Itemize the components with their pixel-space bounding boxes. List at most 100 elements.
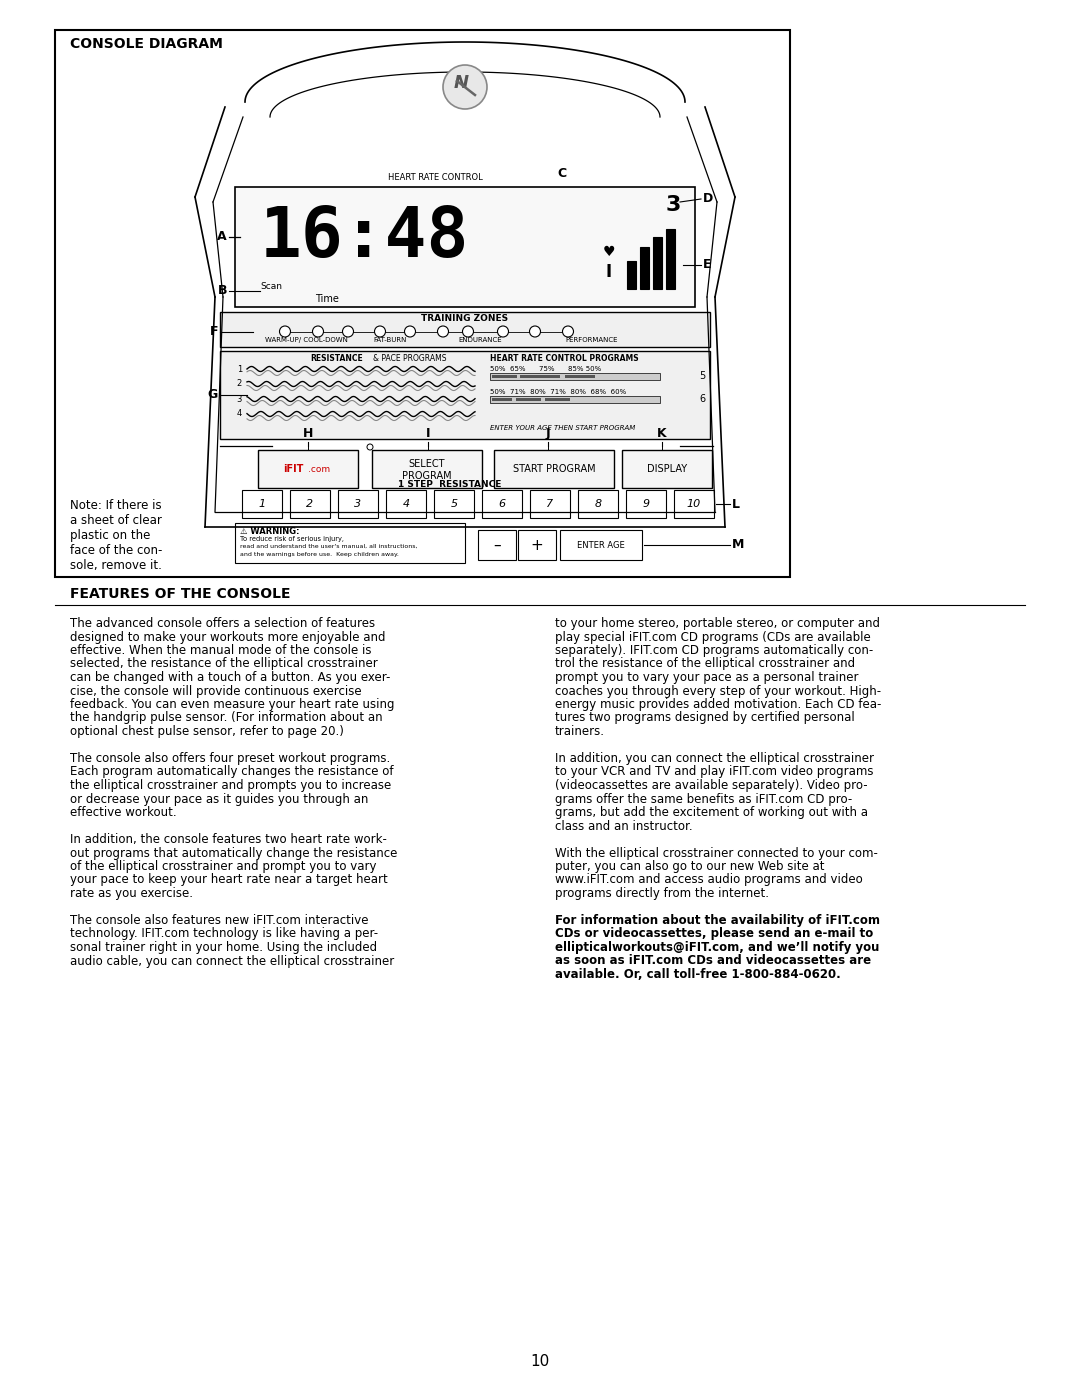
Text: In addition, you can connect the elliptical crosstrainer: In addition, you can connect the ellipti… [555,752,874,766]
Bar [640,247,649,289]
Text: I: I [426,427,430,440]
Text: puter, you can also go to our new Web site at: puter, you can also go to our new Web si… [555,861,824,873]
Text: CDs or videocassettes, please send an e-mail to: CDs or videocassettes, please send an e-… [555,928,874,940]
Text: www.iFIT.com and access audio programs and video: www.iFIT.com and access audio programs a… [555,873,863,887]
Text: trainers.: trainers. [555,725,605,738]
Text: ⚠ WARNING:: ⚠ WARNING: [240,527,299,536]
Text: D: D [703,193,713,205]
Text: energy music provides added motivation. Each CD fea-: energy music provides added motivation. … [555,698,881,711]
Text: 10: 10 [687,499,701,509]
Text: & PACE PROGRAMS: & PACE PROGRAMS [373,353,446,363]
Bar [494,450,615,488]
Text: iFIT: iFIT [283,464,303,474]
Text: available. Or, call toll-free 1-800-884-0620.: available. Or, call toll-free 1-800-884-… [555,968,840,981]
Text: 2: 2 [307,499,313,509]
Circle shape [342,326,353,337]
Text: or decrease your pace as it guides you through an: or decrease your pace as it guides you t… [70,792,368,806]
Text: optional chest pulse sensor, refer to page 20.): optional chest pulse sensor, refer to pa… [70,725,343,738]
Text: E: E [703,258,712,271]
Text: C: C [557,168,566,180]
Text: separately). IFIT.com CD programs automatically con-: separately). IFIT.com CD programs automa… [555,644,874,657]
Text: ENDURANCE: ENDURANCE [458,337,502,344]
Text: SELECT: SELECT [408,460,445,469]
Bar [666,229,675,289]
Text: ♥: ♥ [603,244,616,258]
Bar [55,29,789,577]
Text: to your VCR and TV and play iFIT.com video programs: to your VCR and TV and play iFIT.com vid… [555,766,874,778]
Text: For information about the availability of iFIT.com: For information about the availability o… [555,914,880,928]
Circle shape [280,326,291,337]
Text: 9: 9 [643,499,649,509]
Text: 5: 5 [699,372,705,381]
Text: 3: 3 [665,196,680,215]
Bar [674,490,714,518]
Bar [235,187,696,307]
Text: FEATURES OF THE CONSOLE: FEATURES OF THE CONSOLE [70,587,291,601]
Text: sonal trainer right in your home. Using the included: sonal trainer right in your home. Using … [70,942,377,954]
Text: 4: 4 [403,499,409,509]
Text: 50%  65%      75%      85% 50%: 50% 65% 75% 85% 50% [490,366,602,372]
Text: With the elliptical crosstrainer connected to your com-: With the elliptical crosstrainer connect… [555,847,878,859]
Text: The advanced console offers a selection of features: The advanced console offers a selection … [70,617,375,630]
Text: 8: 8 [594,499,602,509]
Circle shape [443,66,487,109]
Bar [482,490,522,518]
Bar [478,529,516,560]
Text: and the warnings before use.  Keep children away.: and the warnings before use. Keep childr… [240,552,399,557]
Text: CONSOLE DIAGRAM: CONSOLE DIAGRAM [70,36,222,52]
Text: HEART RATE CONTROL: HEART RATE CONTROL [388,173,483,182]
Text: –: – [494,538,501,552]
Text: Note: If there is: Note: If there is [70,499,162,511]
Bar [386,490,426,518]
Circle shape [462,326,473,337]
Circle shape [563,326,573,337]
Text: M: M [732,538,744,552]
Bar [518,529,556,560]
Bar [490,395,660,402]
Text: HEART RATE CONTROL PROGRAMS: HEART RATE CONTROL PROGRAMS [490,353,638,363]
Text: 5: 5 [450,499,458,509]
Text: technology. IFIT.com technology is like having a per-: technology. IFIT.com technology is like … [70,928,378,940]
Text: plastic on the: plastic on the [70,529,150,542]
Text: face of the con-: face of the con- [70,543,162,557]
Bar [519,374,561,379]
Text: 6: 6 [499,499,505,509]
Circle shape [375,326,386,337]
Text: selected, the resistance of the elliptical crosstrainer: selected, the resistance of the elliptic… [70,658,378,671]
Bar [490,373,660,380]
Text: 3: 3 [354,499,362,509]
Text: F: F [210,326,218,338]
Text: B: B [217,285,227,298]
Text: cise, the console will provide continuous exercise: cise, the console will provide continuou… [70,685,362,697]
Text: grams offer the same benefits as iFIT.com CD pro-: grams offer the same benefits as iFIT.co… [555,792,852,806]
Text: PERFORMANCE: PERFORMANCE [565,337,618,344]
Bar [622,450,712,488]
Text: K: K [658,427,666,440]
Bar [565,374,595,379]
Circle shape [405,326,416,337]
Text: 4: 4 [237,409,242,419]
Text: .com: .com [308,464,330,474]
Text: designed to make your workouts more enjoyable and: designed to make your workouts more enjo… [70,630,386,644]
Text: FAT-BURN: FAT-BURN [374,337,407,344]
Text: 1: 1 [237,365,242,373]
Text: effective. When the manual mode of the console is: effective. When the manual mode of the c… [70,644,372,657]
Bar [492,398,512,401]
Bar [516,398,541,401]
Text: Scan: Scan [260,282,282,291]
Text: prompt you to vary your pace as a personal trainer: prompt you to vary your pace as a person… [555,671,859,685]
Text: PROGRAM: PROGRAM [402,471,451,481]
Bar [372,450,482,488]
Text: I: I [606,263,612,281]
Text: to your home stereo, portable stereo, or computer and: to your home stereo, portable stereo, or… [555,617,880,630]
Text: out programs that automatically change the resistance: out programs that automatically change t… [70,847,397,859]
Text: a sheet of clear: a sheet of clear [70,514,162,527]
Text: programs directly from the internet.: programs directly from the internet. [555,887,769,900]
Text: 16:48: 16:48 [260,204,470,271]
Circle shape [498,326,509,337]
Bar [220,312,710,346]
Text: ENTER YOUR AGE THEN START PROGRAM: ENTER YOUR AGE THEN START PROGRAM [490,425,635,432]
Circle shape [312,326,324,337]
Text: the handgrip pulse sensor. (For information about an: the handgrip pulse sensor. (For informat… [70,711,382,725]
Text: N: N [454,74,469,92]
